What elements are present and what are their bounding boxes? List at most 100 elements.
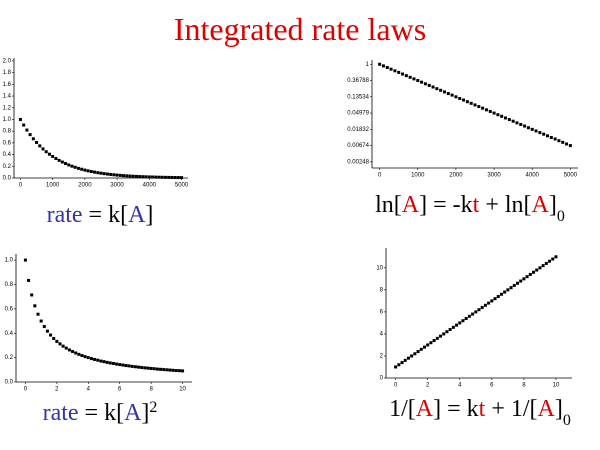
point [442, 90, 446, 94]
y-tick-label: 0 [380, 376, 384, 382]
point [109, 172, 113, 176]
point [435, 336, 439, 340]
point [462, 98, 466, 102]
point [28, 133, 32, 137]
point [71, 350, 75, 354]
point [393, 69, 397, 73]
point [171, 368, 175, 372]
point [492, 111, 496, 115]
point [159, 367, 163, 371]
point [507, 118, 511, 122]
point [450, 93, 454, 97]
equation-part: ln[ [375, 192, 402, 218]
point [442, 332, 446, 336]
point [422, 345, 426, 349]
equation-part: A [402, 192, 420, 218]
x-tick-label: 8 [522, 383, 526, 389]
y-tick-label: 1.4 [3, 94, 12, 100]
y-tick-label: 1.6 [3, 82, 12, 88]
point [44, 150, 48, 154]
y-tick-label: 0.8 [5, 282, 14, 288]
point [565, 142, 569, 146]
point [176, 176, 180, 180]
point [138, 175, 142, 179]
equation-part: ] [549, 192, 557, 218]
point [57, 158, 61, 162]
point [89, 357, 93, 361]
equation-part: A [128, 202, 146, 228]
point [80, 167, 84, 171]
point [471, 312, 475, 316]
x-tick-label: 8 [149, 387, 153, 393]
point [93, 357, 97, 361]
point [125, 174, 129, 178]
point [515, 281, 519, 285]
point [93, 170, 97, 174]
y-tick-label: 0.2 [3, 164, 12, 170]
point [168, 368, 172, 372]
point [504, 116, 508, 120]
x-tick-label: 4000 [526, 173, 540, 179]
point [60, 160, 64, 164]
point [483, 303, 487, 307]
point [416, 350, 420, 354]
point [49, 333, 53, 337]
y-tick-label: 0.8 [3, 129, 12, 135]
point [22, 123, 26, 127]
point [423, 82, 427, 86]
point [177, 369, 181, 373]
y-tick-label: 8 [380, 287, 384, 293]
point [538, 266, 542, 270]
point [493, 297, 497, 301]
point [458, 96, 462, 100]
point [477, 308, 481, 312]
point [174, 369, 178, 373]
point [561, 140, 565, 144]
point [86, 356, 90, 360]
equation-part: A [538, 396, 556, 422]
point [389, 67, 393, 71]
point [140, 365, 144, 369]
point [67, 163, 71, 167]
equation-part: = k[ [79, 400, 125, 426]
point [83, 355, 87, 359]
point [420, 80, 424, 84]
point [96, 171, 100, 175]
point [160, 175, 164, 179]
point [58, 342, 62, 346]
point [404, 74, 408, 78]
point [31, 137, 35, 141]
equation-part: t [479, 396, 486, 422]
point [64, 162, 68, 166]
equation-part: A [416, 396, 434, 422]
point [134, 174, 138, 178]
point [70, 164, 74, 168]
x-tick-label: 3000 [110, 183, 124, 189]
point [397, 363, 401, 367]
point [410, 354, 414, 358]
point [54, 157, 58, 161]
point [173, 176, 177, 180]
point [519, 279, 523, 283]
point [133, 365, 137, 369]
point [64, 346, 68, 350]
point [499, 292, 503, 296]
point [76, 166, 80, 170]
point [141, 175, 145, 179]
equation-part: 0 [563, 412, 571, 429]
point [429, 341, 433, 345]
point [61, 344, 65, 348]
point [128, 174, 132, 178]
equation-part: + ln[ [479, 192, 531, 218]
point [448, 328, 452, 332]
point [45, 329, 49, 333]
point [89, 170, 93, 174]
point [118, 363, 122, 367]
y-tick-label: 4 [380, 332, 384, 338]
point [23, 258, 27, 262]
equation-part: A [124, 400, 142, 426]
point [519, 122, 523, 126]
point [96, 358, 100, 362]
point [154, 175, 158, 179]
y-tick-label: 0.00674 [347, 143, 369, 149]
